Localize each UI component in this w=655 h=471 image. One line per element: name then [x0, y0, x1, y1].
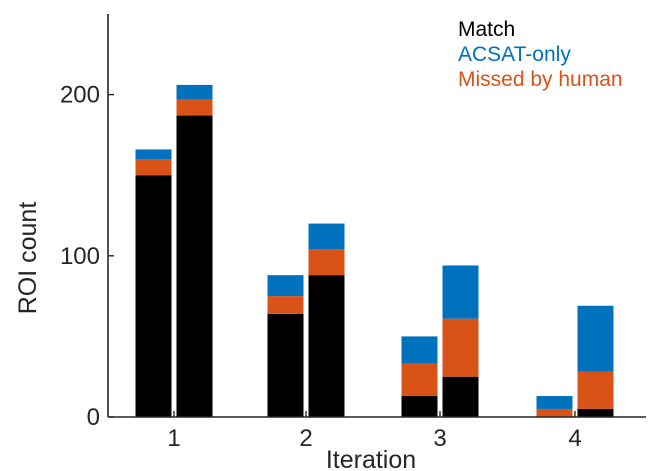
x-tick-label-4: 4 — [568, 425, 581, 452]
x-axis-title: Iteration — [326, 446, 416, 471]
bar-segment-acsat-only-iter-2-bar-1 — [267, 275, 304, 297]
bar-segment-acsat-only-iter-2-bar-2 — [308, 223, 345, 250]
bar-segment-acsat-only-iter-3-bar-1 — [401, 336, 438, 364]
bar-segment-missed-by-human-iter-3-bar-1 — [401, 363, 438, 397]
bar-segment-match-iter-3-bar-2 — [442, 376, 479, 417]
bar-segment-match-iter-2-bar-2 — [308, 275, 345, 417]
bar-segment-missed-by-human-iter-1-bar-2 — [176, 99, 213, 116]
bar-segment-acsat-only-iter-3-bar-2 — [442, 265, 479, 319]
bar-segment-missed-by-human-iter-4-bar-1 — [536, 408, 573, 417]
y-axis-title: ROI count — [14, 202, 42, 315]
bar-segment-missed-by-human-iter-3-bar-2 — [442, 318, 479, 377]
bar-segment-match-iter-3-bar-1 — [401, 396, 438, 417]
bar-segment-missed-by-human-iter-2-bar-2 — [308, 249, 345, 276]
bar-segment-acsat-only-iter-1-bar-1 — [135, 149, 172, 160]
bar-segment-match-iter-1-bar-1 — [135, 175, 172, 417]
x-tick-label-1: 1 — [167, 425, 180, 452]
bar-segment-acsat-only-iter-4-bar-2 — [577, 305, 614, 372]
bar-segment-match-iter-2-bar-1 — [267, 313, 304, 417]
bars-layer — [135, 84, 614, 417]
legend-entry-match: Match — [458, 18, 515, 41]
x-tick-label-3: 3 — [433, 425, 446, 452]
axes-layer — [107, 14, 646, 418]
bar-segment-missed-by-human-iter-2-bar-1 — [267, 296, 304, 314]
bar-segment-match-iter-4-bar-2 — [577, 408, 614, 417]
legend-entry-acsat-only: ACSAT-only — [458, 43, 571, 66]
bar-segment-match-iter-1-bar-2 — [176, 115, 213, 417]
tick-labels-layer: 0 100 200 1 2 3 4 — [60, 82, 582, 452]
y-tick-label-200: 200 — [60, 82, 100, 109]
y-tick-label-100: 100 — [60, 243, 100, 270]
bar-segment-missed-by-human-iter-1-bar-1 — [135, 159, 172, 176]
legend-entry-missed-by-human: Missed by human — [458, 68, 623, 91]
bar-segment-acsat-only-iter-4-bar-1 — [536, 396, 573, 409]
y-tick-label-0: 0 — [87, 404, 100, 431]
bar-segment-acsat-only-iter-1-bar-2 — [176, 84, 213, 100]
x-tick-label-2: 2 — [299, 425, 312, 452]
bar-segment-missed-by-human-iter-4-bar-2 — [577, 371, 614, 409]
